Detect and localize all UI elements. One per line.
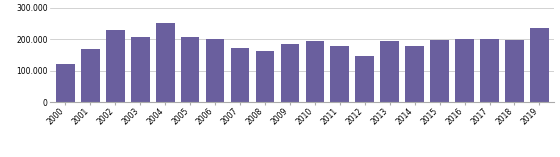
Bar [106, 30, 125, 102]
Bar [405, 46, 424, 102]
Bar [156, 23, 175, 102]
Bar [430, 40, 449, 102]
Bar [81, 49, 100, 102]
Bar [181, 37, 199, 102]
Bar [530, 28, 549, 102]
Bar [131, 37, 150, 102]
Bar [255, 51, 274, 102]
Bar [380, 41, 399, 102]
Bar [206, 39, 225, 102]
Bar [480, 39, 499, 102]
Bar [455, 39, 474, 102]
Bar [281, 44, 299, 102]
Bar [505, 40, 524, 102]
Bar [330, 46, 349, 102]
Bar [306, 41, 324, 102]
Bar [231, 48, 249, 102]
Bar [356, 56, 374, 102]
Bar [56, 64, 74, 102]
